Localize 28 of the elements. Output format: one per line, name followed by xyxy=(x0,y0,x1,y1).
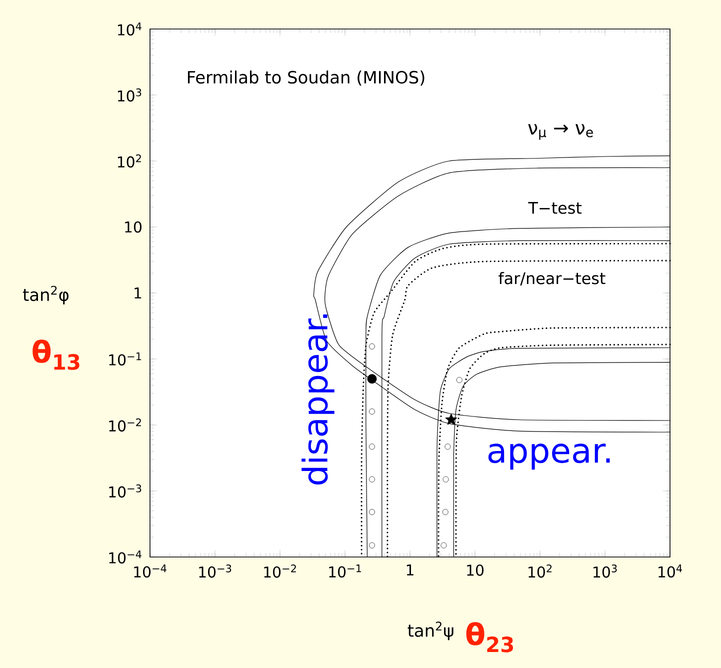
x-tick-label: 10$^{2}$ xyxy=(528,564,552,578)
x-tick-label: 10$^{−2}$ xyxy=(264,564,296,578)
x-tick-label: 10$^{4}$ xyxy=(658,564,682,578)
y-tick-label: 10$^{4}$ xyxy=(118,22,142,36)
y-tick-label: 10$^{−3}$ xyxy=(109,484,142,498)
x-tick-label: 10$^{−1}$ xyxy=(329,564,362,578)
y-tick-label: 10$^{2}$ xyxy=(118,154,141,168)
y-tick-label: 10 xyxy=(125,221,142,233)
y-tick-label: 1 xyxy=(134,288,142,298)
annotation: appear. xyxy=(488,444,610,470)
annotation: disappear. xyxy=(302,314,334,484)
x-tick-label: 10$^{−4}$ xyxy=(134,564,166,578)
annotation: far/near−test xyxy=(498,272,606,286)
x-tick-label: 1 xyxy=(406,564,414,576)
y-tick-label: 10$^{−4}$ xyxy=(109,550,142,564)
y-tick-label: 10$^{3}$ xyxy=(118,88,142,102)
x-axis-title: tan$^{2}$ψ xyxy=(408,622,454,640)
y-tick-label: 10$^{−1}$ xyxy=(109,352,142,366)
y-tick-label: 10$^{−2}$ xyxy=(109,418,141,432)
x-tick-label: 10$^{3}$ xyxy=(594,564,617,578)
y-axis-title: tan$^{2}$φ xyxy=(22,286,69,304)
annotation: ν$_{μ}$ → ν$_{e}$ xyxy=(528,124,593,140)
text: θ$_{23}$ xyxy=(466,622,513,652)
x-tick-label: 10 xyxy=(467,564,484,576)
annotation: T−test xyxy=(528,202,582,214)
annotation: Fermilab to Soudan (MINOS) xyxy=(188,70,424,86)
text: θ$_{13}$ xyxy=(32,340,80,370)
x-tick-label: 10$^{−3}$ xyxy=(199,564,232,578)
